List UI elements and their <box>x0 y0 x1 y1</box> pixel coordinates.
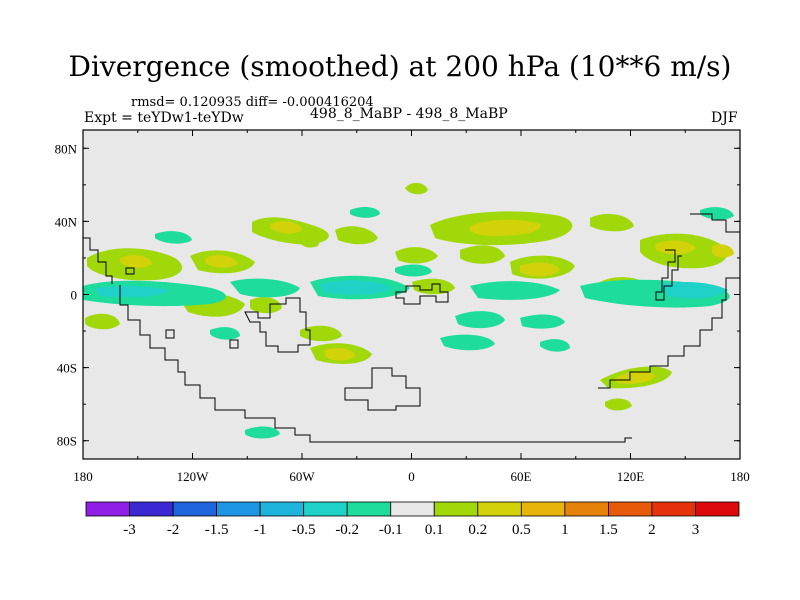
colorbar-swatch <box>390 501 435 517</box>
contour-region <box>540 339 570 352</box>
contour-region <box>590 213 634 232</box>
latitude-label: 40S <box>57 361 77 376</box>
colorbar-swatch <box>564 501 609 517</box>
colorbar-label: 0.5 <box>512 522 531 538</box>
contour-region <box>120 255 152 268</box>
contour-region <box>250 297 282 314</box>
coastline-africa <box>244 297 311 353</box>
contour-region <box>605 398 632 411</box>
contour-region <box>455 311 505 329</box>
colorbar-swatch <box>695 501 740 517</box>
colorbar-label: 3 <box>692 522 700 538</box>
coastline-antarctic-peninsula <box>344 367 421 411</box>
colorbar-label: -3 <box>123 522 136 538</box>
colorbar-label: -0.2 <box>335 522 359 538</box>
colorbar-label: -0.1 <box>379 522 403 538</box>
contour-region <box>320 280 392 295</box>
latitude-label: 40N <box>55 214 78 229</box>
colorbar-swatch <box>608 501 653 517</box>
contour-region <box>660 282 728 299</box>
colorbar-swatch <box>303 501 348 517</box>
latitude-label: 0 <box>71 288 78 303</box>
contour-region <box>205 255 238 268</box>
contour-region <box>155 231 192 244</box>
latitude-label: 80N <box>55 141 78 156</box>
contour-region <box>470 281 560 300</box>
colorbar-swatch <box>172 501 217 517</box>
colorbar-label: -1 <box>254 522 267 538</box>
contour-region <box>615 371 656 384</box>
longitude-label: 180 <box>73 469 93 484</box>
colorbar-swatch <box>433 501 479 517</box>
colorbar-swatch <box>259 501 305 517</box>
divergence-field <box>83 182 734 439</box>
colorbar-label: 1 <box>561 522 569 538</box>
contour-region <box>210 327 240 340</box>
colorbar-label: 2 <box>648 522 656 538</box>
colorbar-swatch <box>346 501 392 517</box>
colorbar-swatch <box>477 501 522 517</box>
contour-region <box>520 314 565 329</box>
contour-region <box>520 262 560 277</box>
contour-region <box>395 247 438 264</box>
longitude-label: 60E <box>511 469 532 484</box>
coastline-east-asia <box>655 249 682 301</box>
coastline-small-island-a <box>229 339 239 349</box>
colorbar-label: 0.2 <box>468 522 487 538</box>
coastline-south-america <box>119 285 632 443</box>
colorbar-label: -2 <box>167 522 180 538</box>
contour-region <box>350 207 380 218</box>
coastlines <box>83 213 740 443</box>
season-label: DJF <box>711 110 738 126</box>
coastline-australia <box>598 277 740 389</box>
longitude-label: 120W <box>177 469 210 484</box>
contour-region <box>405 182 428 195</box>
coastline-north-america-west <box>83 237 113 284</box>
colorbar-label: 0.1 <box>425 522 444 538</box>
contour-region <box>95 285 170 298</box>
coastline-north-pacific <box>690 213 740 233</box>
longitude-label: 0 <box>408 469 415 484</box>
contour-region <box>395 264 432 277</box>
coastline-arabia <box>395 283 449 305</box>
contour-region <box>85 313 120 330</box>
contour-region <box>298 234 319 248</box>
longitude-label: 60W <box>289 469 315 484</box>
contour-region <box>700 207 734 220</box>
coastline-small-island-b <box>125 267 135 275</box>
colorbar-label: 1.5 <box>599 522 618 538</box>
map-title: Divergence (smoothed) at 200 hPa (10**6 … <box>68 50 732 83</box>
axis-ticks: 80N 40N 0 40S 80S 180 120W 60W 0 60E 120E 180 <box>55 130 750 484</box>
colorbar-label: -1.5 <box>205 522 229 538</box>
contour-region <box>270 221 302 234</box>
colorbar-swatch <box>651 501 696 517</box>
contour-region <box>230 278 300 298</box>
contour-region <box>325 348 356 361</box>
stats-text: rmsd= 0.120935 diff= -0.000416204 <box>131 95 374 110</box>
longitude-label: 120E <box>617 469 645 484</box>
colorbar-swatch <box>129 501 174 517</box>
contour-region <box>245 426 280 439</box>
contour-region <box>712 244 734 258</box>
case-label: 498_8_MaBP - 498_8_MaBP <box>310 106 508 122</box>
contour-region <box>460 245 505 264</box>
contour-region <box>469 219 541 236</box>
colorbar-swatch <box>520 501 566 517</box>
coastline-small-island-c <box>165 329 175 339</box>
contour-region <box>655 240 696 255</box>
colorbar-label: -0.5 <box>292 522 316 538</box>
colorbar-swatch <box>85 501 130 517</box>
latitude-label: 80S <box>57 434 77 449</box>
longitude-label: 180 <box>730 469 750 484</box>
contour-region <box>440 334 495 351</box>
experiment-label: Expt = teYDw1-teYDw <box>84 110 244 126</box>
contour-region <box>335 226 378 245</box>
colorbar: -3 -2 -1.5 -1 -0.5 -0.2 -0.1 0.1 0.2 0.5 1 1.5 2 3 <box>85 501 740 538</box>
colorbar-swatch <box>216 501 261 517</box>
